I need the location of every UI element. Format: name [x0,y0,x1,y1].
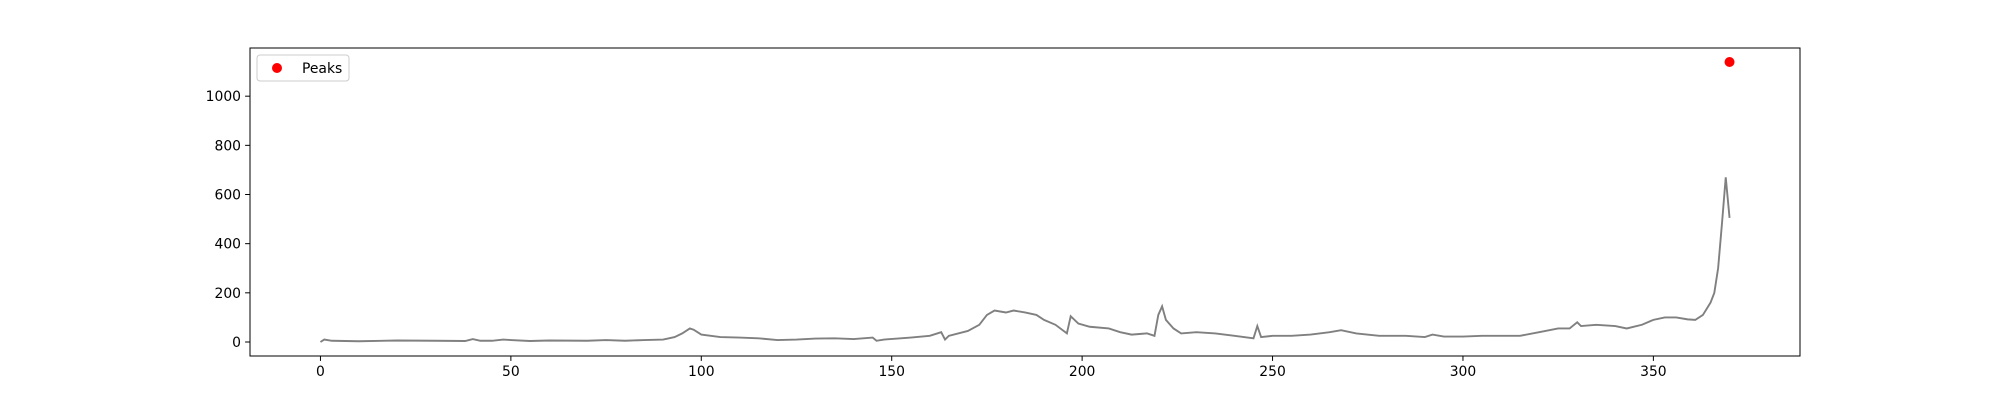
y-tick-label: 800 [214,138,241,154]
legend-label: Peaks [302,61,342,77]
x-tick-label: 300 [1450,364,1477,380]
data-line [319,177,1731,343]
x-tick-label: 200 [1069,364,1096,380]
y-tick-label: 0 [232,335,241,351]
x-tick-label: 150 [878,364,905,380]
x-tick-label: 0 [316,364,325,380]
y-tick-label: 600 [214,188,241,204]
x-tick-label: 250 [1259,364,1286,380]
x-tick-label: 350 [1640,364,1667,380]
x-tick-label: 50 [502,364,520,380]
legend-marker [272,63,282,73]
legend-box [256,54,350,82]
x-tick-label: 100 [688,364,715,380]
y-tick-label: 1000 [206,89,241,105]
y-tick-label: 400 [214,237,241,253]
peak-point [1724,57,1735,68]
plot-frame [249,47,1801,357]
y-tick-label: 200 [214,286,241,302]
